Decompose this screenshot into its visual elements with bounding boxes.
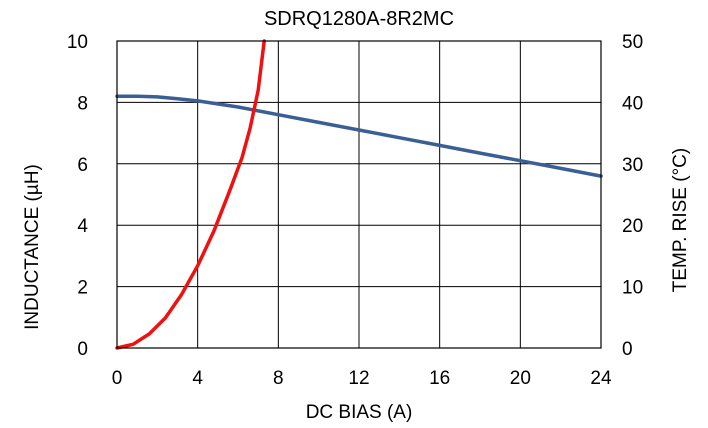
y-right-tick-label-1: 10 [622,278,643,299]
y-left-tick-label-0: 0 [77,339,88,360]
x-tick-labels: 0 4 8 12 16 20 24 [112,368,612,389]
y-right-tick-label-0: 0 [622,339,633,360]
y-left-tick-label-2: 4 [77,216,88,237]
y-left-axis-title: INDUCTANCE (µH) [22,164,43,330]
x-tick-label-1: 4 [192,368,203,389]
y-left-tick-labels: 0 2 4 6 8 10 [67,32,89,360]
y-right-tick-label-4: 40 [622,93,643,114]
x-axis-title: DC BIAS (A) [306,402,413,423]
x-tick-label-4: 16 [429,368,450,389]
y-left-tick-label-3: 6 [77,155,88,176]
temp-rise-line [115,39,266,350]
y-left-tick-label-4: 8 [77,93,88,114]
series-group [115,39,603,350]
chart-title: SDRQ1280A-8R2MC [264,8,454,30]
y-right-tick-label-5: 50 [622,32,643,53]
grid [116,40,602,349]
x-tick-label-0: 0 [112,368,123,389]
x-tick-label-3: 12 [348,368,369,389]
y-left-tick-label-5: 10 [67,32,88,53]
y-right-tick-labels: 0 10 20 30 40 50 [622,32,643,360]
x-tick-label-2: 8 [273,368,284,389]
inductance-line [115,94,603,178]
x-tick-label-5: 20 [510,368,531,389]
y-left-tick-label-1: 2 [77,278,88,299]
plot-frame [116,40,602,349]
y-right-axis-title: TEMP. RISE (°C) [670,148,691,293]
x-tick-label-6: 24 [590,368,612,389]
y-right-tick-label-3: 30 [622,155,643,176]
y-right-tick-label-2: 20 [622,216,643,237]
